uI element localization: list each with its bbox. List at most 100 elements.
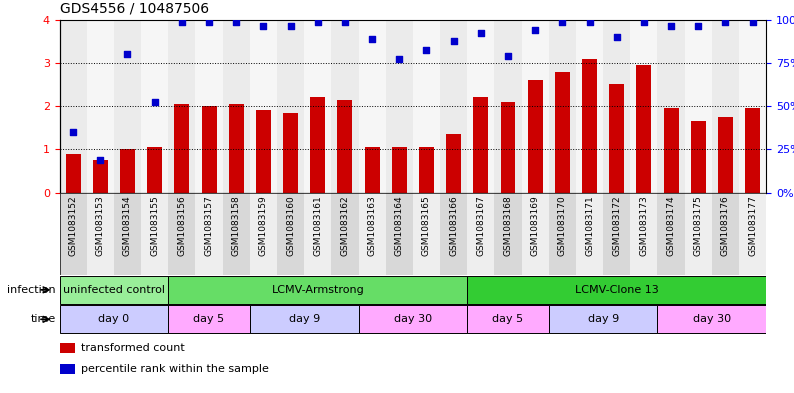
Text: GSM1083164: GSM1083164 [395, 195, 404, 256]
Bar [549, 20, 576, 193]
Bar [120, 149, 135, 193]
Bar [473, 97, 488, 193]
Bar [141, 20, 168, 193]
Text: GSM1083175: GSM1083175 [694, 195, 703, 256]
Bar [141, 193, 168, 275]
Point [148, 99, 161, 105]
Bar [60, 193, 87, 275]
Text: GSM1083162: GSM1083162 [341, 195, 349, 256]
Bar [657, 305, 766, 333]
Point [746, 18, 759, 25]
Bar [222, 20, 250, 193]
Bar [413, 20, 440, 193]
Bar [739, 193, 766, 275]
Bar [603, 20, 630, 193]
Bar [391, 147, 407, 193]
Bar [60, 364, 75, 373]
Bar [168, 305, 250, 333]
Bar [684, 20, 712, 193]
Point [611, 34, 623, 40]
Bar [60, 276, 168, 304]
Bar [256, 110, 271, 193]
Text: day 0: day 0 [98, 314, 129, 324]
Point [338, 18, 351, 25]
Bar [739, 20, 766, 193]
Bar [467, 193, 495, 275]
Text: day 9: day 9 [288, 314, 320, 324]
Point [529, 28, 542, 34]
Bar [576, 193, 603, 275]
Point [202, 18, 215, 25]
Text: GSM1083170: GSM1083170 [558, 195, 567, 256]
Text: percentile rank within the sample: percentile rank within the sample [81, 364, 268, 374]
Bar [277, 20, 304, 193]
Text: GSM1083174: GSM1083174 [667, 195, 676, 256]
Bar [603, 193, 630, 275]
Bar [419, 147, 434, 193]
Text: GSM1083172: GSM1083172 [612, 195, 621, 256]
Bar [495, 193, 522, 275]
Point [475, 29, 488, 36]
Bar [60, 20, 87, 193]
Text: day 30: day 30 [693, 314, 731, 324]
Text: GSM1083161: GSM1083161 [314, 195, 322, 256]
Bar [359, 193, 386, 275]
Bar [175, 104, 189, 193]
Text: infection: infection [7, 285, 56, 295]
Text: day 9: day 9 [588, 314, 619, 324]
Point [692, 23, 704, 29]
Bar [691, 121, 706, 193]
Point [502, 53, 515, 59]
Bar [359, 305, 467, 333]
Text: LCMV-Armstrong: LCMV-Armstrong [272, 285, 364, 295]
Bar [522, 193, 549, 275]
Bar [250, 20, 277, 193]
Text: GSM1083167: GSM1083167 [476, 195, 485, 256]
Bar [195, 20, 222, 193]
Text: time: time [30, 314, 56, 324]
Bar [250, 193, 277, 275]
Point [257, 23, 270, 29]
Point [420, 47, 433, 53]
Bar [364, 147, 380, 193]
Bar [93, 160, 108, 193]
Text: GSM1083155: GSM1083155 [150, 195, 159, 256]
Text: GSM1083160: GSM1083160 [286, 195, 295, 256]
Bar [60, 343, 75, 353]
Bar [337, 99, 353, 193]
Bar [528, 80, 542, 193]
Point [121, 51, 134, 57]
Point [175, 18, 188, 25]
Text: GSM1083152: GSM1083152 [68, 195, 78, 256]
Bar [522, 20, 549, 193]
Point [94, 157, 106, 163]
Text: GSM1083156: GSM1083156 [177, 195, 187, 256]
Text: GSM1083168: GSM1083168 [503, 195, 512, 256]
Bar [168, 20, 195, 193]
Text: GSM1083176: GSM1083176 [721, 195, 730, 256]
Text: day 5: day 5 [194, 314, 225, 324]
Bar [555, 72, 570, 193]
Bar [440, 193, 467, 275]
Text: GSM1083173: GSM1083173 [639, 195, 649, 256]
Bar [202, 106, 217, 193]
Text: GSM1083153: GSM1083153 [96, 195, 105, 256]
Text: LCMV-Clone 13: LCMV-Clone 13 [575, 285, 658, 295]
Text: GSM1083163: GSM1083163 [368, 195, 376, 256]
Bar [745, 108, 760, 193]
Bar [359, 20, 386, 193]
Bar [114, 20, 141, 193]
Bar [114, 193, 141, 275]
Bar [549, 193, 576, 275]
Bar [712, 193, 739, 275]
Bar [283, 113, 298, 193]
Bar [168, 276, 467, 304]
Bar [331, 20, 359, 193]
Text: GSM1083166: GSM1083166 [449, 195, 458, 256]
Bar [168, 193, 195, 275]
Bar [712, 20, 739, 193]
Bar [718, 117, 733, 193]
Point [366, 36, 379, 42]
Text: day 30: day 30 [394, 314, 432, 324]
Text: GSM1083159: GSM1083159 [259, 195, 268, 256]
